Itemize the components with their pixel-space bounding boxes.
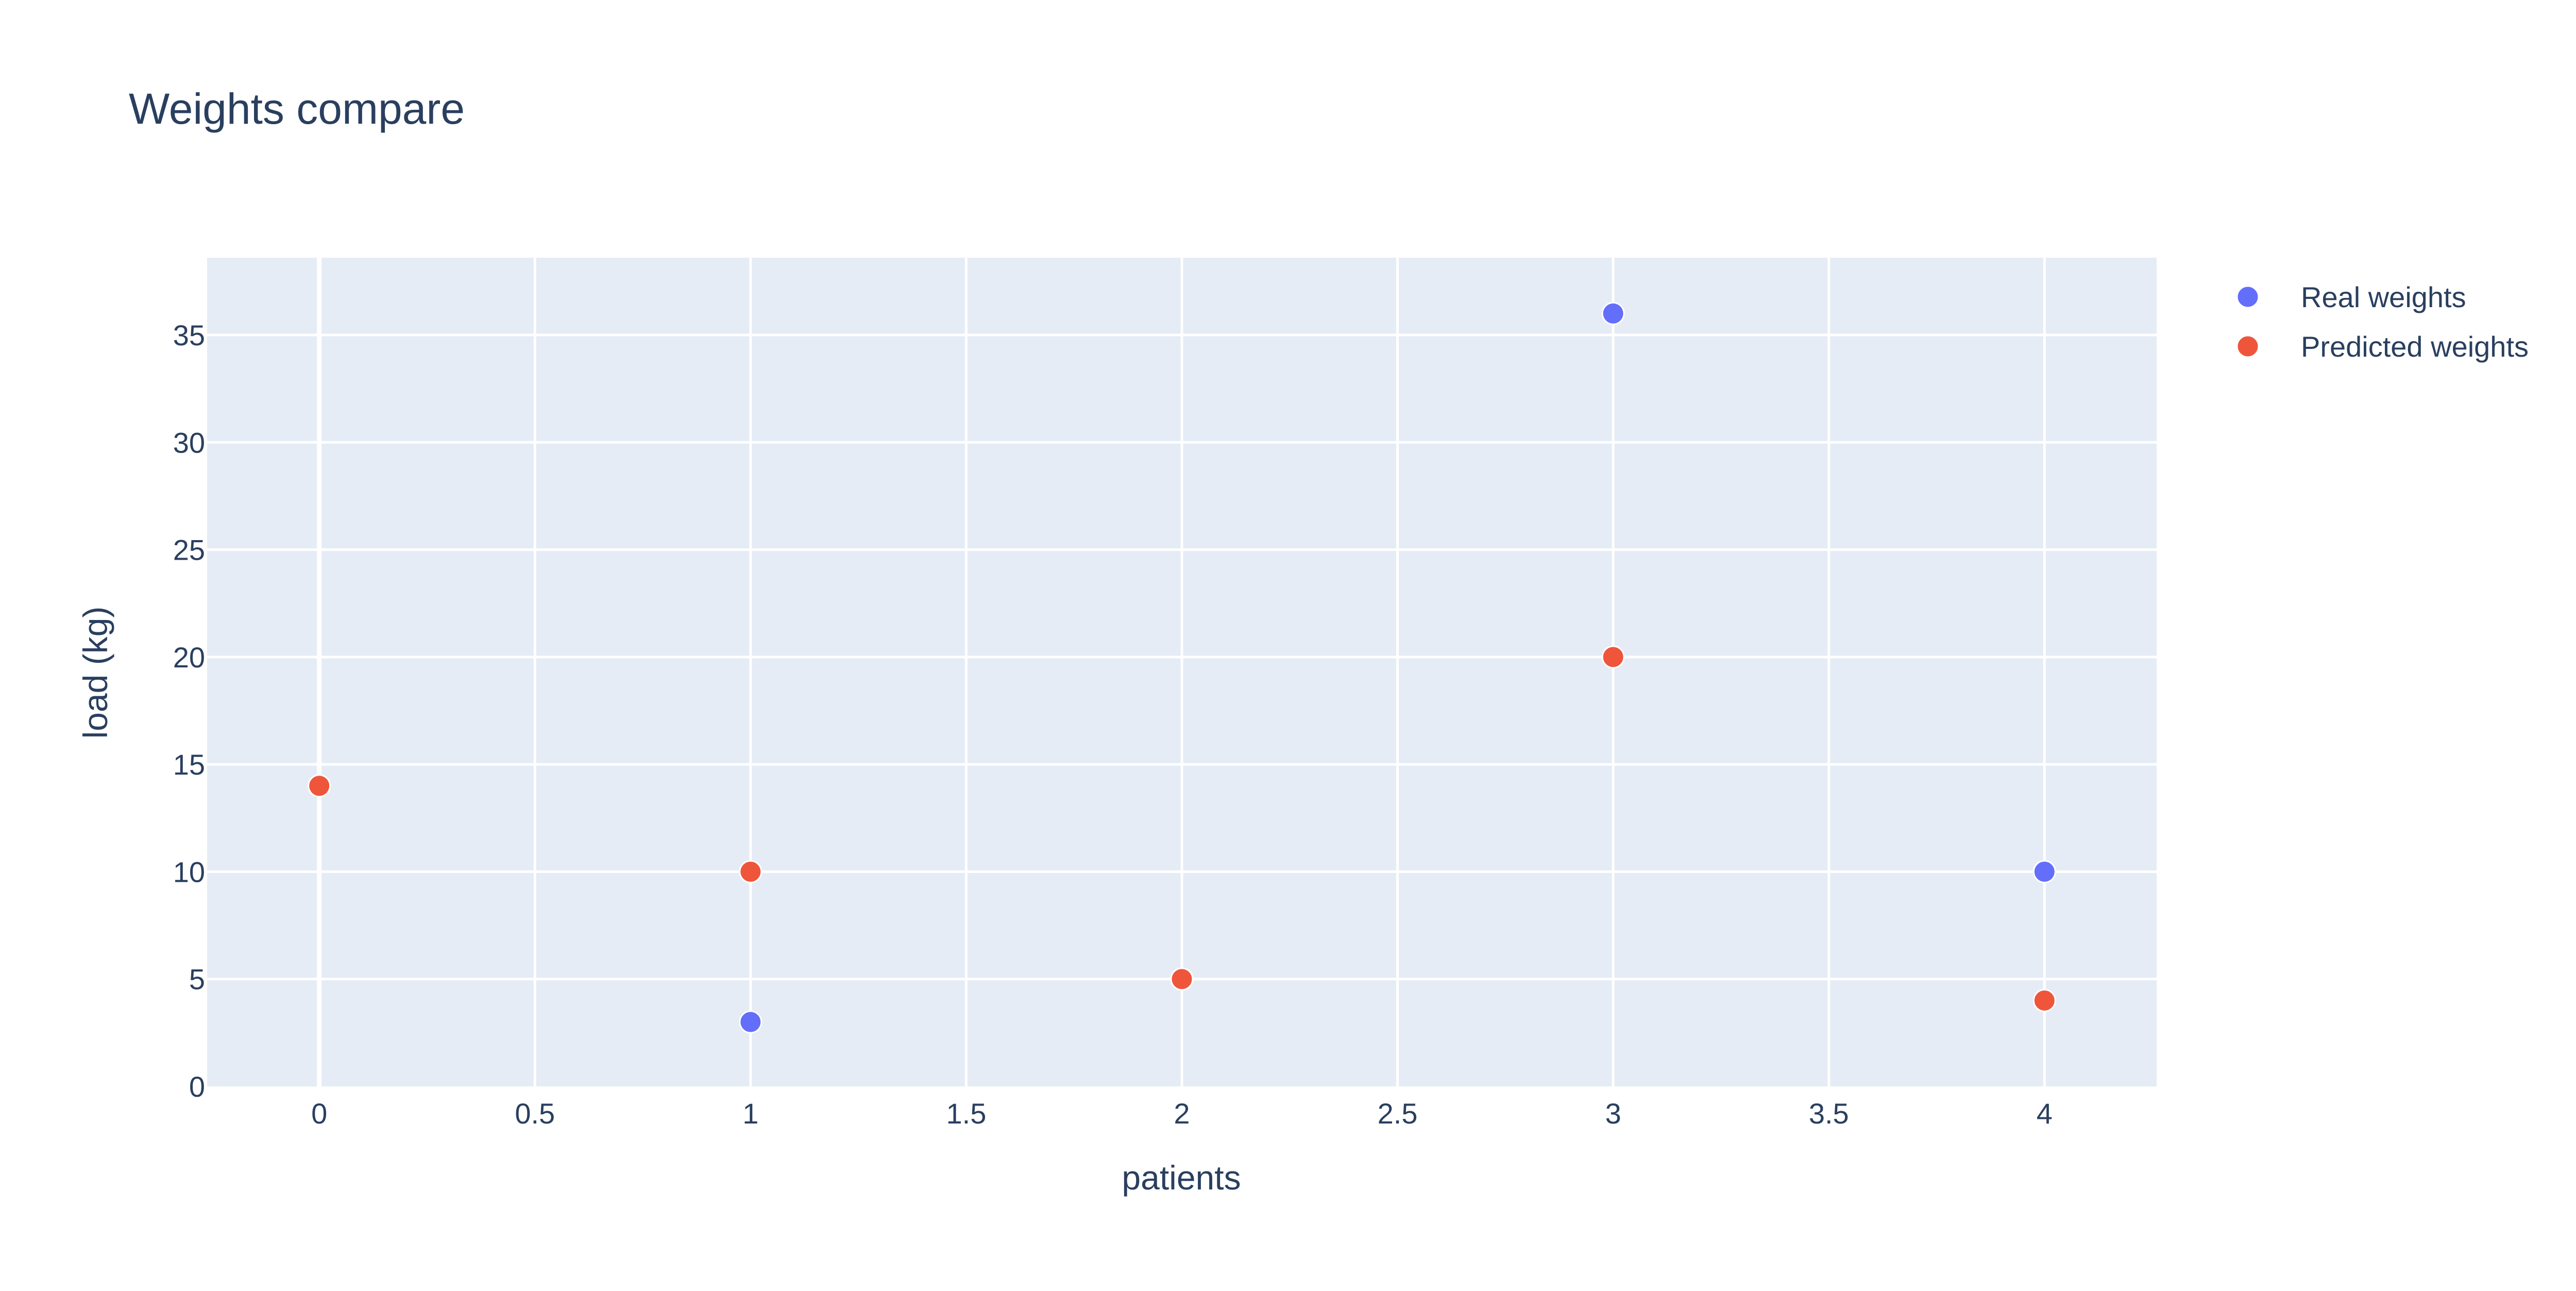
real-weights-marker	[739, 1010, 762, 1034]
x-tick-label: 4	[2037, 1097, 2053, 1130]
x-tick-label: 1	[742, 1097, 758, 1130]
legend-marker-real-weights	[2236, 285, 2260, 309]
predicted-weights-marker	[2032, 988, 2056, 1012]
y-tick-label: 0	[189, 1070, 205, 1103]
x-tick-label: 0.5	[515, 1097, 555, 1130]
y-tick-label: 10	[173, 856, 205, 888]
y-tick-label: 30	[173, 426, 205, 459]
x-tick-label: 1.5	[946, 1097, 986, 1130]
x-tick-label: 3	[1605, 1097, 1621, 1130]
y-tick-label: 35	[173, 319, 205, 351]
x-tick-label: 2	[1174, 1097, 1190, 1130]
y-tick-labels: 0 5 10 15 20 25 30 35	[173, 319, 205, 1103]
x-tick-label: 2.5	[1378, 1097, 1418, 1130]
y-tick-label: 20	[173, 641, 205, 674]
legend: Real weights Predicted weights	[2236, 281, 2529, 363]
x-tick-label: 3.5	[1809, 1097, 1849, 1130]
x-axis-title: patients	[1122, 1159, 1241, 1197]
y-tick-label: 5	[189, 963, 205, 996]
data-markers	[308, 301, 2056, 1034]
legend-label-real-weights: Real weights	[2301, 281, 2466, 313]
x-gridlines	[317, 258, 2046, 1086]
x-tick-label: 0	[311, 1097, 327, 1130]
predicted-weights-marker	[1170, 967, 1194, 991]
real-weights-marker	[2032, 860, 2056, 883]
y-axis-title: load (kg)	[76, 607, 114, 739]
y-tick-label: 15	[173, 748, 205, 781]
legend-label-predicted-weights: Predicted weights	[2301, 330, 2529, 363]
predicted-weights-marker	[739, 860, 762, 883]
real-weights-marker	[1601, 301, 1625, 325]
predicted-weights-marker	[308, 774, 331, 798]
x-tick-labels: 0 0.5 1 1.5 2 2.5 3 3.5 4	[311, 1097, 2053, 1130]
y-tick-label: 25	[173, 534, 205, 566]
predicted-weights-marker	[1601, 645, 1625, 669]
chart-title: Weights compare	[129, 85, 465, 133]
legend-marker-predicted-weights	[2236, 334, 2260, 358]
